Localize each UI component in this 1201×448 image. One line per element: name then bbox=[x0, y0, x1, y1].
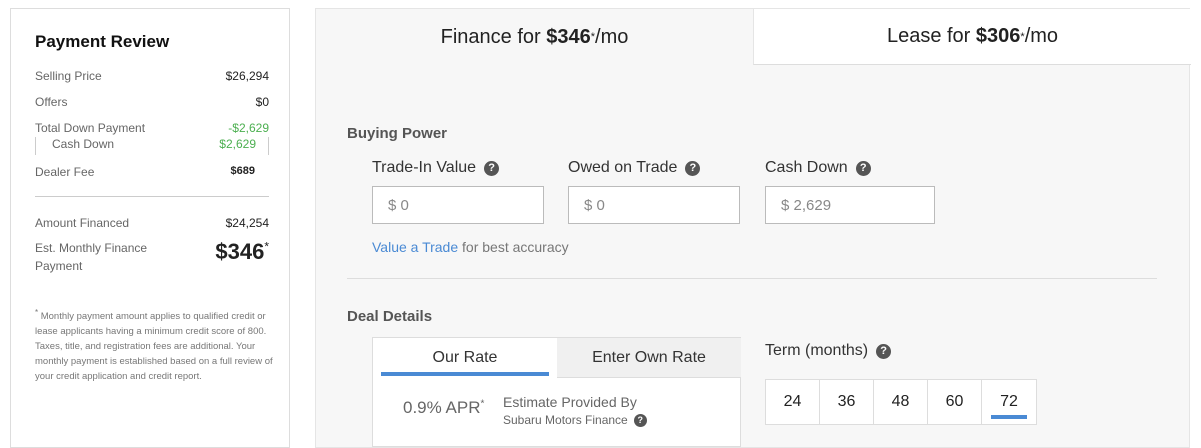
tab-suffix: /mo bbox=[1024, 25, 1059, 47]
value: $2,629 bbox=[219, 137, 256, 151]
tab-label: Finance for bbox=[440, 25, 541, 48]
value: $0 bbox=[255, 95, 269, 109]
link-suffix: for best accuracy bbox=[458, 239, 569, 255]
value: -$2,629 bbox=[228, 121, 269, 135]
owed-on-trade-input[interactable]: $ 0 bbox=[568, 186, 740, 224]
apr-value: 0.9% APR* bbox=[403, 398, 484, 418]
asterisk: * bbox=[1020, 30, 1025, 43]
label: Amount Financed bbox=[35, 216, 130, 230]
term-selector: 24 36 48 60 72 bbox=[765, 379, 1037, 425]
tab-finance[interactable]: Finance for $346 * /mo bbox=[316, 9, 753, 65]
payment-review-title: Payment Review bbox=[35, 32, 170, 51]
label: Owed on Trade bbox=[568, 159, 678, 176]
trade-in-input[interactable]: $ 0 bbox=[372, 186, 544, 224]
monthly-amount: $346 bbox=[215, 239, 265, 264]
label: Offers bbox=[35, 95, 68, 109]
divider bbox=[35, 196, 269, 197]
label: Total Down Payment bbox=[35, 121, 146, 135]
provided-by: Estimate Provided By bbox=[503, 394, 637, 410]
cash-down-label: Cash Down? bbox=[765, 159, 871, 177]
asterisk: * bbox=[35, 308, 39, 317]
term-option[interactable]: 36 bbox=[820, 380, 874, 424]
tab-suffix: /mo bbox=[595, 25, 629, 48]
value-a-trade-link[interactable]: Value a Trade bbox=[372, 239, 459, 255]
disclaimer: * Monthly payment amount applies to qual… bbox=[35, 305, 275, 384]
asterisk: * bbox=[590, 31, 596, 43]
help-icon[interactable]: ? bbox=[685, 160, 701, 176]
cash-down-input[interactable]: $ 2,629 bbox=[765, 186, 935, 224]
offers-row: Offers $0 bbox=[35, 95, 269, 109]
tab-amount: $306 bbox=[975, 25, 1021, 47]
divider bbox=[347, 278, 1157, 279]
selling-price-row: Selling Price $26,294 bbox=[35, 69, 269, 83]
total-down-row: Total Down Payment -$2,629 bbox=[35, 121, 269, 135]
buying-power-title: Buying Power bbox=[347, 125, 448, 142]
value: $689 bbox=[230, 165, 255, 177]
value: $24,254 bbox=[225, 216, 269, 230]
value-trade-text: Value a Trade for best accuracy bbox=[372, 239, 569, 255]
owed-label: Owed on Trade? bbox=[568, 159, 701, 177]
label: Cash Down bbox=[52, 137, 115, 151]
dealer-fee-row: Dealer Fee $689 bbox=[35, 165, 269, 179]
term-option[interactable]: 24 bbox=[766, 380, 820, 424]
label: Dealer Fee bbox=[35, 165, 95, 179]
value: $346* bbox=[215, 239, 269, 275]
label: Cash Down bbox=[765, 159, 848, 176]
term-option-selected[interactable]: 72 bbox=[982, 380, 1036, 424]
lender: Subaru Motors Finance? bbox=[503, 413, 647, 427]
tab-amount: $346 bbox=[546, 25, 591, 48]
help-icon[interactable]: ? bbox=[633, 413, 647, 427]
payment-review-panel: Payment Review Selling Price $26,294 Offe… bbox=[10, 8, 290, 448]
asterisk: * bbox=[480, 398, 485, 410]
help-icon[interactable]: ? bbox=[876, 343, 892, 359]
deal-details-title: Deal Details bbox=[347, 308, 433, 325]
trade-in-label: Trade-In Value? bbox=[372, 159, 500, 177]
label: Term (months) bbox=[765, 342, 869, 359]
label: Trade-In Value bbox=[372, 159, 477, 176]
term-option[interactable]: 48 bbox=[874, 380, 928, 424]
label: Selling Price bbox=[35, 69, 102, 83]
tab-our-rate[interactable]: Our Rate bbox=[373, 338, 557, 378]
disclaimer-text: Monthly payment amount applies to qualif… bbox=[35, 311, 273, 383]
label: Est. Monthly Finance Payment bbox=[35, 241, 148, 273]
term-option[interactable]: 60 bbox=[928, 380, 982, 424]
help-icon[interactable]: ? bbox=[484, 160, 500, 176]
calculator-panel: Finance for $346 * /mo Lease for $306 * /m… bbox=[315, 8, 1191, 448]
cash-down-row: Cash Down $2,629 bbox=[35, 137, 269, 155]
rate-box: Our Rate Enter Own Rate 0.9% APR* Estima… bbox=[372, 337, 741, 447]
lender-name: Subaru Motors Finance bbox=[503, 413, 628, 427]
term-label: Term (months)? bbox=[765, 342, 892, 360]
amount-financed-row: Amount Financed $24,254 bbox=[35, 216, 269, 230]
value: $26,294 bbox=[225, 69, 269, 83]
tab-lease[interactable]: Lease for $306 * /mo bbox=[753, 9, 1191, 65]
tab-label: Lease for bbox=[886, 25, 971, 47]
help-icon[interactable]: ? bbox=[855, 160, 871, 176]
apr: 0.9% APR bbox=[403, 398, 481, 417]
monthly-payment-row: Est. Monthly Finance Payment $346* bbox=[35, 239, 269, 275]
tab-enter-own-rate[interactable]: Enter Own Rate bbox=[557, 338, 741, 378]
asterisk: * bbox=[264, 239, 269, 254]
